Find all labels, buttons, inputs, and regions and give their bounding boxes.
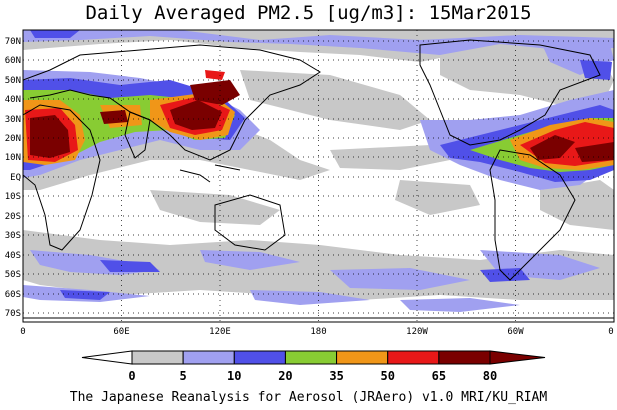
- footer-credit: The Japanese Reanalysis for Aerosol (JRA…: [69, 390, 548, 405]
- lon-label: 120E: [209, 327, 231, 337]
- lat-labels: 70N 60N 50N 40N 30N 20N 10N EQ 10S 20S 3…: [5, 37, 21, 319]
- lat-label: 10N: [5, 153, 21, 163]
- colorbar-tick-label: 65: [432, 369, 446, 383]
- lon-label: 0: [608, 327, 613, 337]
- colorbar-tick-label: 0: [128, 369, 135, 383]
- colorbar-tick-label: 50: [380, 369, 394, 383]
- colorbar-arrow-low: [81, 350, 133, 365]
- colorbar-box: [387, 350, 440, 365]
- colorbar-tick-label: 35: [329, 369, 343, 383]
- colorbar-tick-label: 10: [227, 369, 241, 383]
- lat-label: 30N: [5, 115, 21, 125]
- lon-label: 60E: [113, 327, 129, 337]
- graticule: [23, 30, 614, 322]
- lat-label: 70S: [5, 309, 21, 319]
- lat-label: 40S: [5, 251, 21, 261]
- band-darkred: [30, 80, 614, 162]
- coastlines: [23, 39, 614, 319]
- lat-label: 20S: [5, 212, 21, 222]
- lon-label: 180: [310, 327, 326, 337]
- colorbar: 0 5 10 20 35 50 65 80: [81, 350, 546, 383]
- colorbar-box: [131, 350, 184, 365]
- lat-label: 30S: [5, 231, 21, 241]
- lat-label: 70N: [5, 37, 21, 47]
- map-title: Daily Averaged PM2.5 [ug/m3]: 15Mar2015: [85, 2, 532, 24]
- colorbar-box: [182, 350, 235, 365]
- colorbar-box: [284, 350, 338, 365]
- lat-label: 40N: [5, 95, 21, 105]
- lat-label: 10S: [5, 192, 21, 202]
- lat-label: 50N: [5, 76, 21, 86]
- colorbar-box: [336, 350, 389, 365]
- lon-labels: 0 60E 120E 180 120W 60W 0: [20, 327, 613, 337]
- colorbar-tick-label: 20: [278, 369, 292, 383]
- lat-label: EQ: [10, 173, 21, 183]
- lon-label: 60W: [507, 327, 524, 337]
- lon-label: 120W: [406, 327, 428, 337]
- lat-label: 20N: [5, 134, 21, 144]
- lat-label: 60S: [5, 290, 21, 300]
- lon-label: 0: [20, 327, 25, 337]
- colorbar-tick-label: 80: [483, 369, 497, 383]
- lat-label: 50S: [5, 270, 21, 280]
- colorbar-arrow-high: [489, 350, 546, 365]
- colorbar-box: [438, 350, 491, 365]
- lat-label: 60N: [5, 56, 21, 66]
- colorbar-tick-label: 5: [180, 369, 187, 383]
- colorbar-box: [233, 350, 286, 365]
- map-frame: [22, 29, 615, 323]
